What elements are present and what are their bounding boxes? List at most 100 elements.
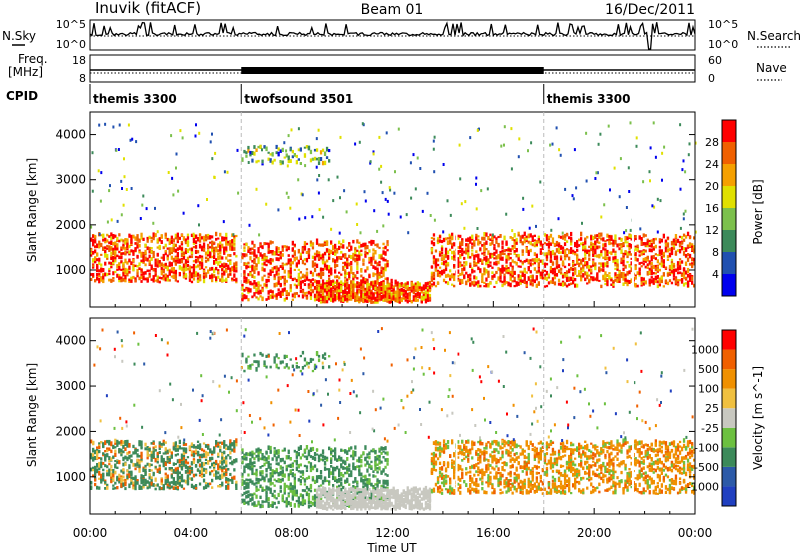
- echo-cell: [688, 142, 691, 146]
- echo-cell: [519, 270, 522, 274]
- echo-cell: [356, 239, 359, 244]
- echo-cell: [517, 231, 520, 237]
- echo-cell: [130, 249, 133, 253]
- echo-cell: [267, 276, 270, 279]
- echo-cell: [92, 264, 95, 268]
- echo-cell: [241, 157, 244, 162]
- echo-cell: [459, 177, 462, 181]
- echo-cell: [251, 247, 254, 250]
- echo-cell: [108, 463, 111, 466]
- echo-cell: [323, 288, 327, 293]
- echo-cell: [364, 287, 367, 291]
- echo-cell: [126, 469, 129, 473]
- echo-cell: [106, 472, 109, 477]
- echo-cell: [648, 242, 651, 245]
- echo-cell: [223, 262, 226, 266]
- echo-cell: [521, 261, 524, 264]
- echo-cell: [386, 260, 389, 263]
- echo-cell: [325, 282, 329, 285]
- echo-cell: [354, 296, 357, 301]
- echo-cell: [438, 235, 442, 239]
- echo-cell: [380, 287, 383, 292]
- echo-cell: [323, 151, 327, 156]
- echo-cell: [170, 474, 173, 477]
- echo-cell: [273, 294, 276, 298]
- echo-cell: [247, 298, 250, 302]
- echo-cell: [257, 285, 260, 290]
- echo-cell: [394, 170, 396, 174]
- echo-cell: [289, 275, 292, 279]
- echo-cell: [207, 445, 210, 448]
- echo-cell: [412, 287, 415, 292]
- echo-cell: [557, 269, 561, 273]
- echo-cell: [283, 263, 286, 266]
- echo-cell: [180, 453, 184, 457]
- echo-cell: [315, 294, 319, 298]
- echo-cell: [352, 288, 355, 293]
- echo-cell: [124, 267, 127, 273]
- echo-cell: [211, 132, 213, 136]
- echo-cell: [176, 466, 179, 472]
- echo-cell: [340, 298, 343, 302]
- echo-cell: [628, 253, 631, 256]
- echo-cell: [100, 464, 103, 469]
- echo-cell: [493, 257, 496, 260]
- echo-cell: [227, 483, 230, 487]
- echo-cell: [138, 440, 141, 445]
- echo-cell: [114, 270, 117, 274]
- echo-cell: [428, 280, 432, 285]
- echo-cell: [225, 477, 228, 481]
- echo-cell: [176, 459, 179, 464]
- echo-cell: [315, 157, 319, 161]
- echo-cell: [535, 258, 538, 263]
- echo-cell: [378, 135, 381, 139]
- echo-cell: [170, 241, 173, 244]
- echo-cell: [275, 253, 278, 256]
- echo-cell: [152, 450, 155, 455]
- echo-cell: [521, 280, 524, 283]
- echo-cell: [170, 235, 173, 240]
- echo-cell: [440, 245, 444, 250]
- echo-cell: [231, 463, 234, 466]
- echo-cell: [572, 264, 575, 267]
- echo-cell: [610, 279, 613, 282]
- echo-cell: [350, 271, 353, 274]
- echo-cell: [247, 246, 250, 250]
- echo-cell: [140, 454, 143, 459]
- echo-cell: [523, 277, 526, 282]
- echo-cell: [112, 247, 115, 252]
- echo-cell: [592, 245, 595, 251]
- echo-cell: [140, 447, 143, 450]
- echo-cell: [489, 253, 492, 258]
- echo-cell: [592, 276, 595, 281]
- echo-cell: [112, 279, 115, 282]
- echo-cell: [666, 236, 670, 239]
- echo-cell: [112, 446, 115, 449]
- echo-cell: [608, 240, 611, 246]
- echo-cell: [241, 295, 244, 301]
- echo-cell: [570, 241, 573, 246]
- echo-cell: [648, 271, 651, 274]
- echo-cell: [204, 256, 208, 260]
- echo-cell: [394, 295, 397, 300]
- echo-cell: [382, 269, 385, 273]
- echo-cell: [104, 464, 107, 468]
- echo-cell: [221, 256, 224, 260]
- echo-cell: [650, 242, 653, 247]
- echo-cell: [471, 252, 474, 257]
- echo-cell: [332, 297, 335, 301]
- echo-cell: [225, 472, 228, 477]
- echo-cell: [134, 486, 137, 491]
- echo-cell: [108, 472, 111, 477]
- echo-cell: [648, 278, 651, 283]
- echo-cell: [440, 269, 444, 273]
- echo-cell: [106, 447, 109, 450]
- echo-cell: [130, 276, 133, 280]
- echo-cell: [248, 223, 251, 227]
- echo-cell: [132, 451, 135, 455]
- echo-cell: [225, 470, 228, 475]
- echo-cell: [261, 258, 264, 261]
- echo-cell: [467, 278, 470, 283]
- echo-cell: [156, 460, 159, 464]
- echo-cell: [204, 469, 208, 474]
